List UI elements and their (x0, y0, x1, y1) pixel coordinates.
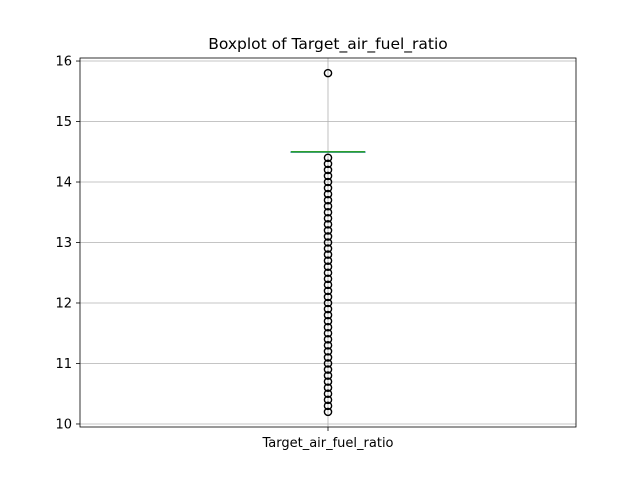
axes: 10 11 12 13 14 15 16 Target_air_fuel_ratio (55, 55, 577, 451)
grid-lines (80, 58, 576, 427)
outlier-point (323, 316, 333, 326)
outlier-point (323, 365, 333, 374)
outlier-point (323, 165, 333, 175)
outlier-point (323, 334, 333, 344)
outlier-point (323, 341, 333, 350)
outlier-point (323, 353, 333, 362)
outlier-point (323, 407, 333, 417)
outlier-point (323, 401, 333, 411)
outlier-point (323, 183, 333, 193)
y-tick-label: 11 (55, 357, 72, 372)
y-tick-label: 10 (55, 417, 72, 432)
outlier-point (323, 195, 333, 205)
outlier-point (323, 68, 333, 78)
outlier-point (323, 371, 333, 380)
outlier-point (323, 310, 333, 320)
outlier-point (323, 304, 333, 314)
outlier-point (323, 377, 333, 386)
y-tick-label: 13 (55, 236, 72, 251)
outlier-point (323, 274, 333, 284)
outlier-point (323, 171, 333, 181)
outlier-point (323, 153, 333, 163)
outlier-point (323, 250, 333, 259)
outlier-point (323, 347, 333, 356)
outlier-point (323, 389, 333, 399)
outlier-point (323, 322, 333, 332)
outlier-point (323, 159, 333, 169)
outlier-point (323, 359, 333, 368)
x-tick-label: Target_air_fuel_ratio (261, 436, 393, 451)
outlier-point (323, 280, 333, 290)
y-tick-label: 16 (55, 55, 72, 70)
outlier-point (323, 328, 333, 338)
outlier-point (323, 286, 333, 296)
outlier-point (323, 207, 333, 217)
y-tick-label: 15 (55, 115, 72, 130)
outlier-point (323, 268, 333, 278)
outlier-point (323, 232, 333, 241)
outlier-point (323, 298, 333, 308)
outlier-point (323, 177, 333, 187)
outlier-point (323, 262, 333, 271)
outlier-point (323, 189, 333, 199)
chart-title: Boxplot of Target_air_fuel_ratio (208, 35, 448, 54)
outlier-point (323, 292, 333, 302)
outlier-point (323, 214, 333, 223)
outlier-point (323, 238, 333, 247)
y-tick-label: 12 (55, 296, 72, 311)
outlier-point (323, 256, 333, 265)
outlier-point (323, 226, 333, 235)
y-tick-label: 14 (55, 176, 72, 191)
outlier-point (323, 201, 333, 211)
outlier-point (323, 220, 333, 229)
outlier-point (323, 383, 333, 392)
outlier-point (323, 244, 333, 253)
plot-area (290, 68, 366, 417)
outlier-point (323, 395, 333, 405)
